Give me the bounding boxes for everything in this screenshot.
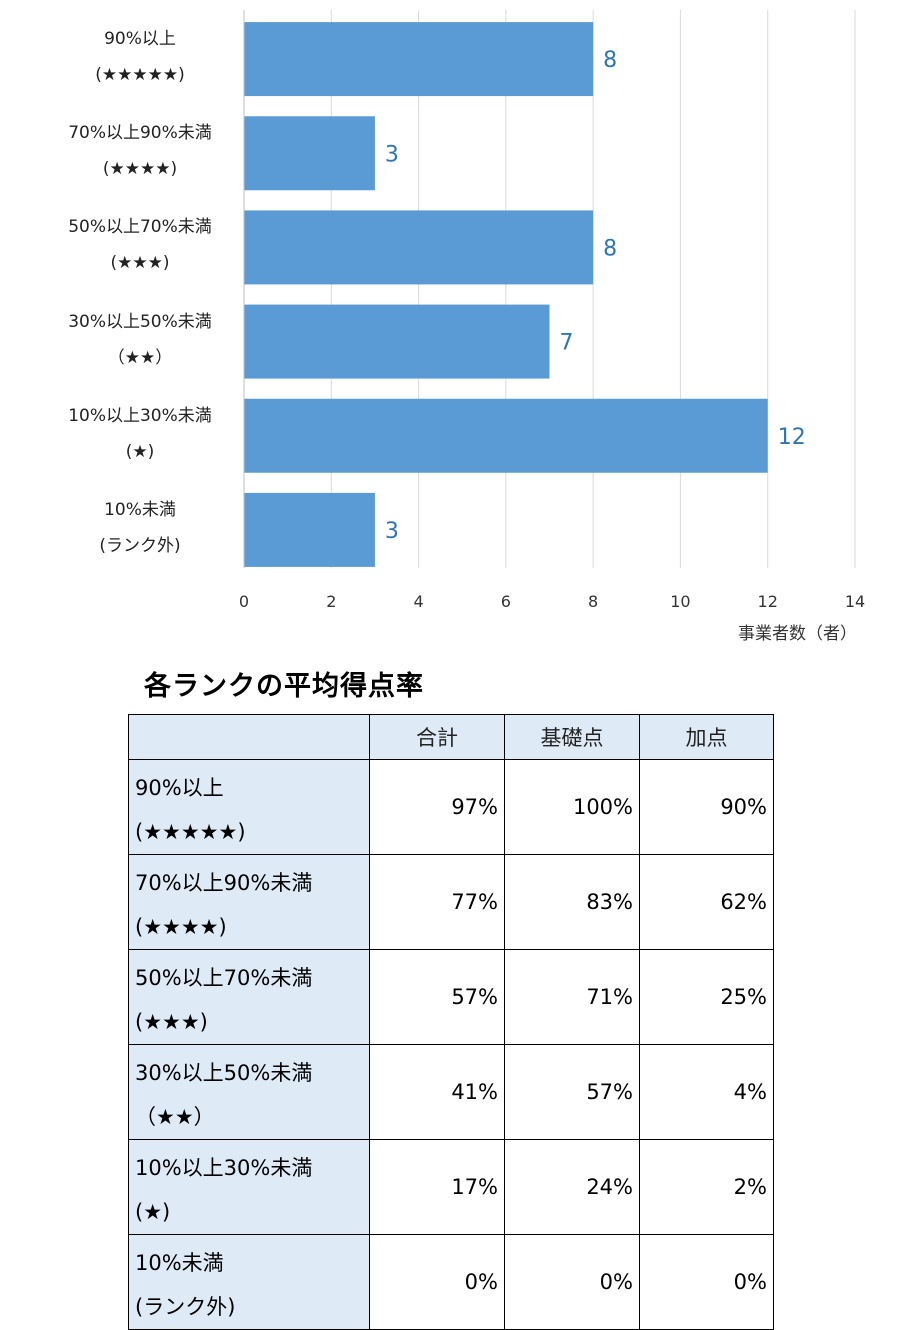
data-label: 8 <box>603 48 617 73</box>
rank-line1: 10%以上30%未満 <box>135 1156 313 1180</box>
category-label-line: (★★★★★) <box>95 65 185 86</box>
category-label-line: 30%以上50%未満 <box>68 311 212 332</box>
rank-line1: 70%以上90%未満 <box>135 871 313 895</box>
rank-cell: 50%以上70%未満 (★★★) <box>128 949 370 1045</box>
category-label-line: 10%未満 <box>104 499 176 520</box>
data-label: 8 <box>603 236 617 261</box>
x-tick-label: 2 <box>326 592 336 611</box>
bar-chart: 8 3 8 7 12 3 0 2 4 6 8 10 12 14 事業者数（者） <box>239 10 865 644</box>
category-label-line: (★★★★) <box>102 159 178 180</box>
data-label: 3 <box>385 142 399 167</box>
category-label: 90%以上 (★★★★★) <box>40 21 240 93</box>
bar <box>244 398 768 473</box>
table-row: 10%未満 (ランク外) 0% 0% 0% <box>128 1234 774 1330</box>
data-label: 12 <box>778 425 806 450</box>
total-cell: 41% <box>369 1044 505 1140</box>
basic-cell: 83% <box>504 854 640 950</box>
rank-score-table: 合計 基礎点 加点 90%以上 (★★★★★) 97% 100% 90% 70%以… <box>128 714 774 1330</box>
x-tick-label: 6 <box>501 592 511 611</box>
header-basic: 基礎点 <box>504 714 640 760</box>
rank-cell: 70%以上90%未満 (★★★★) <box>128 854 370 950</box>
rank-line1: 10%未満 <box>135 1251 224 1275</box>
data-label: 7 <box>560 331 574 356</box>
rank-cell: 10%未満 (ランク外) <box>128 1234 370 1330</box>
x-tick-label: 10 <box>670 592 690 611</box>
rank-line1: 90%以上 <box>135 776 224 800</box>
header-total: 合計 <box>369 714 505 760</box>
rank-line2: (★) <box>135 1200 171 1224</box>
table-row: 90%以上 (★★★★★) 97% 100% 90% <box>128 759 774 855</box>
x-tick-label: 4 <box>413 592 423 611</box>
x-tick-label: 14 <box>845 592 865 611</box>
bar <box>244 210 594 285</box>
bonus-cell: 62% <box>639 854 774 950</box>
category-label-line: 10%以上30%未満 <box>68 405 212 426</box>
rank-line2: (★★★★★) <box>135 820 246 844</box>
rank-line2: (★★★) <box>135 1010 208 1034</box>
x-tick-label: 0 <box>239 592 249 611</box>
category-label-line: (ランク外) <box>99 535 181 556</box>
table-row: 30%以上50%未満 （★★） 41% 57% 4% <box>128 1044 774 1140</box>
bonus-cell: 4% <box>639 1044 774 1140</box>
category-label-line: (★★★) <box>110 253 170 274</box>
category-label-line: (★) <box>125 441 155 462</box>
data-label: 3 <box>385 519 399 544</box>
bonus-cell: 2% <box>639 1139 774 1235</box>
category-label: 10%未満 (ランク外) <box>40 492 240 564</box>
bonus-cell: 90% <box>639 759 774 855</box>
x-axis-title: 事業者数（者） <box>738 624 857 644</box>
table-row: 10%以上30%未満 (★) 17% 24% 2% <box>128 1139 774 1235</box>
bar <box>244 492 375 567</box>
category-label: 30%以上50%未満 （★★） <box>40 304 240 376</box>
category-label: 10%以上30%未満 (★) <box>40 398 240 470</box>
total-cell: 97% <box>369 759 505 855</box>
total-cell: 77% <box>369 854 505 950</box>
category-label: 50%以上70%未満 (★★★) <box>40 209 240 281</box>
rank-cell: 90%以上 (★★★★★) <box>128 759 370 855</box>
rank-line1: 30%以上50%未満 <box>135 1061 313 1085</box>
x-tick-label: 8 <box>588 592 598 611</box>
basic-cell: 71% <box>504 949 640 1045</box>
bar <box>244 116 375 191</box>
basic-cell: 24% <box>504 1139 640 1235</box>
total-cell: 57% <box>369 949 505 1045</box>
rank-line2: (ランク外) <box>135 1295 236 1319</box>
header-blank <box>128 714 370 760</box>
rank-cell: 10%以上30%未満 (★) <box>128 1139 370 1235</box>
category-label-line: （★★） <box>107 347 173 368</box>
rank-line2: (★★★★) <box>135 915 227 939</box>
total-cell: 17% <box>369 1139 505 1235</box>
bonus-cell: 25% <box>639 949 774 1045</box>
basic-cell: 100% <box>504 759 640 855</box>
header-bonus: 加点 <box>639 714 774 760</box>
category-label-line: 50%以上70%未満 <box>68 217 212 238</box>
category-label: 70%以上90%未満 (★★★★) <box>40 115 240 187</box>
bar <box>244 22 594 97</box>
rank-line2: （★★） <box>135 1105 215 1129</box>
basic-cell: 57% <box>504 1044 640 1140</box>
total-cell: 0% <box>369 1234 505 1330</box>
bar <box>244 304 550 379</box>
basic-cell: 0% <box>504 1234 640 1330</box>
rank-cell: 30%以上50%未満 （★★） <box>128 1044 370 1140</box>
x-tick-label: 12 <box>758 592 778 611</box>
table-row: 70%以上90%未満 (★★★★) 77% 83% 62% <box>128 854 774 950</box>
category-label-line: 70%以上90%未満 <box>68 123 212 144</box>
table-row: 50%以上70%未満 (★★★) 57% 71% 25% <box>128 949 774 1045</box>
table-title: 各ランクの平均得点率 <box>144 671 424 702</box>
table-header-row: 合計 基礎点 加点 <box>128 714 774 760</box>
bonus-cell: 0% <box>639 1234 774 1330</box>
category-label-line: 90%以上 <box>104 29 176 50</box>
rank-line1: 50%以上70%未満 <box>135 966 313 990</box>
